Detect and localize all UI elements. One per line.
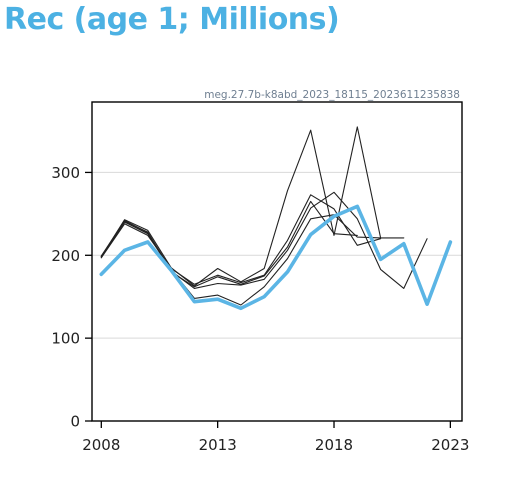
tick-label-y-300: 300 <box>51 164 80 182</box>
series-line-previous-1 <box>100 191 428 289</box>
series-layer <box>99 126 453 311</box>
series-line-previous-2 <box>100 126 405 287</box>
chart-title: Rec (age 1; Millions) <box>4 2 340 37</box>
tick-label-x-2023: 2023 <box>431 436 469 454</box>
tick-label-x-2008: 2008 <box>82 436 120 454</box>
series-line-current <box>99 204 453 311</box>
chart-caption: meg.27.7b-k8abd_2023_18115_2023611235838 <box>204 89 460 101</box>
tick-label-x-2013: 2013 <box>199 436 237 454</box>
tick-label-y-200: 200 <box>51 247 80 265</box>
tick-label-x-2018: 2018 <box>315 436 353 454</box>
series-line-previous-5 <box>100 200 358 288</box>
tick-label-y-100: 100 <box>51 330 80 348</box>
plot-frame <box>91 101 463 422</box>
tick-label-y-0: 0 <box>70 413 80 431</box>
series-line-previous-4 <box>100 194 382 285</box>
axes: 0 100 200 300 2008 2013 2018 2023 <box>51 164 469 454</box>
